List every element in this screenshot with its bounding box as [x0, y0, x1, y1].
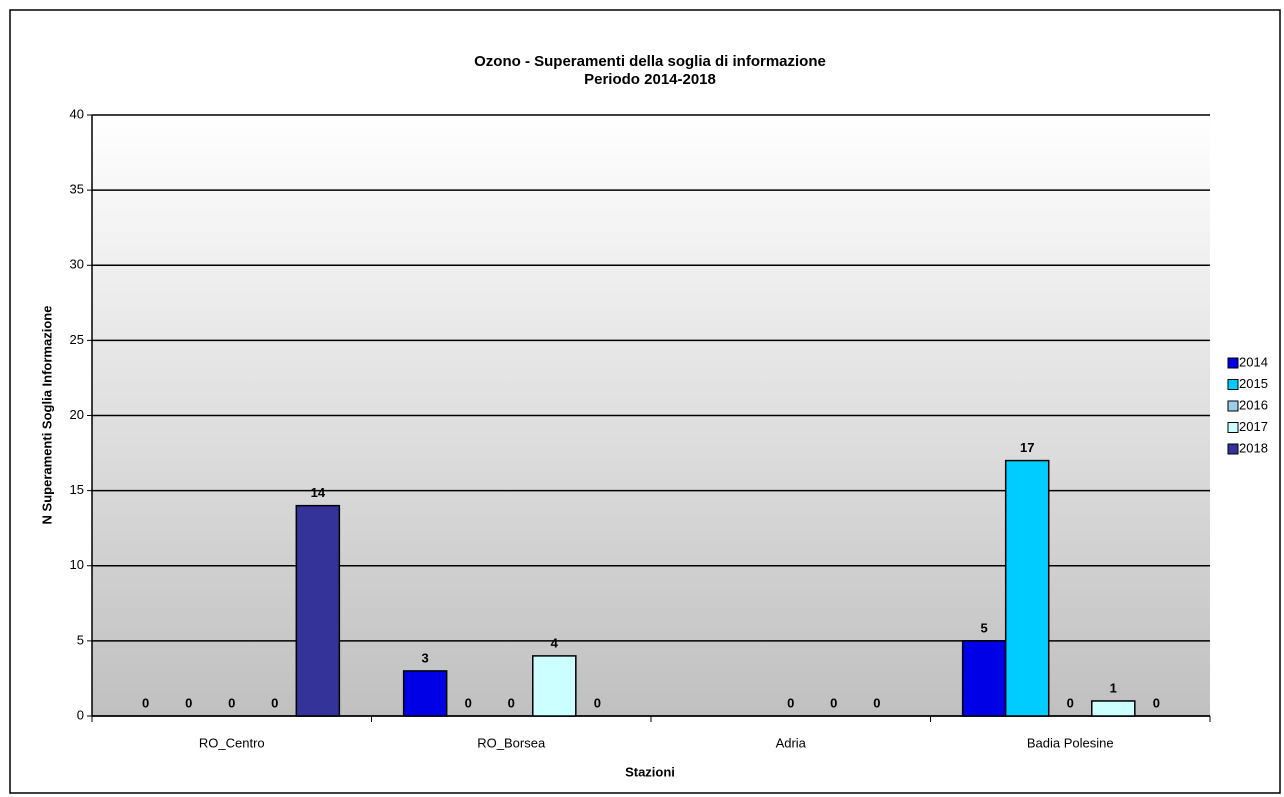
value-label: 0: [1067, 695, 1074, 710]
value-label: 0: [594, 695, 601, 710]
value-label: 0: [465, 695, 472, 710]
y-tick-label: 30: [70, 257, 84, 272]
x-tick-label: RO_Centro: [199, 735, 265, 750]
value-label: 0: [228, 695, 235, 710]
bar: [1004, 459, 1050, 717]
y-tick-label: 10: [70, 557, 84, 572]
bar: [532, 655, 577, 717]
legend-swatch: [1227, 422, 1239, 433]
value-label: 3: [422, 650, 429, 665]
y-tick-label: 35: [70, 182, 84, 197]
value-label: 14: [311, 485, 326, 500]
legend-swatch: [1227, 357, 1239, 369]
legend-label: 2015: [1239, 376, 1268, 391]
chart-subtitle: Periodo 2014-2018: [584, 71, 716, 88]
bar: [1091, 700, 1136, 717]
legend-label: 2017: [1239, 419, 1268, 434]
value-label: 0: [142, 695, 149, 710]
legend-label: 2018: [1239, 440, 1268, 455]
x-axis-label: Stazioni: [625, 764, 675, 779]
value-label: 0: [830, 695, 837, 710]
value-label: 0: [787, 695, 794, 710]
legend-label: 2014: [1239, 354, 1268, 369]
value-label: 1: [1110, 680, 1117, 695]
value-label: 5: [981, 620, 988, 635]
value-label: 0: [271, 695, 278, 710]
bar: [295, 504, 341, 717]
bar: [402, 670, 448, 717]
x-tick-label: Adria: [776, 735, 807, 750]
value-label: 0: [873, 695, 880, 710]
y-tick-label: 15: [70, 482, 84, 497]
value-label: 0: [185, 695, 192, 710]
legend-swatch: [1227, 443, 1239, 455]
legend-label: 2016: [1239, 397, 1268, 412]
legend-swatch: [1227, 400, 1239, 412]
bar: [961, 640, 1007, 717]
chart-title: Ozono - Superamenti della soglia di info…: [474, 53, 826, 70]
y-tick-label: 25: [70, 332, 84, 347]
value-label: 0: [508, 695, 515, 710]
y-tick-label: 5: [77, 632, 84, 647]
value-label: 17: [1020, 440, 1034, 455]
value-label: 4: [551, 635, 559, 650]
value-label: 0: [1153, 695, 1160, 710]
x-tick-label: Badia Polesine: [1027, 735, 1114, 750]
y-tick-label: 40: [70, 106, 84, 121]
y-tick-label: 20: [70, 407, 84, 422]
y-tick-label: 0: [77, 707, 84, 722]
legend-swatch: [1227, 379, 1239, 390]
y-axis-label: N Superamenti Soglia Informazione: [39, 306, 54, 525]
x-tick-label: RO_Borsea: [477, 735, 546, 750]
